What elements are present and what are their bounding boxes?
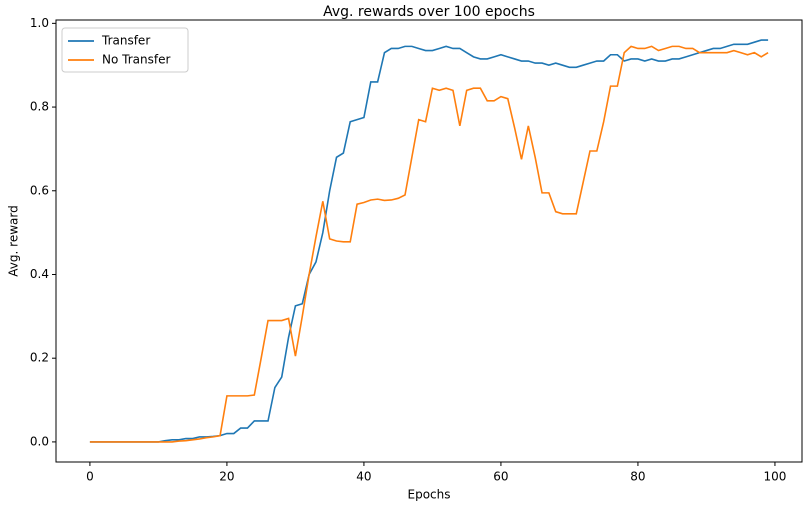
- x-tick-label: 100: [763, 470, 786, 484]
- y-tick-label: 0.0: [30, 434, 49, 448]
- legend-label: Transfer: [101, 34, 150, 48]
- x-tick-label: 60: [493, 470, 508, 484]
- x-tick-label: 20: [219, 470, 234, 484]
- y-tick-label: 0.2: [30, 351, 49, 365]
- x-axis-label: Epochs: [408, 488, 451, 502]
- plot-frame: [55, 19, 803, 463]
- y-tick-label: 0.8: [30, 100, 49, 114]
- y-axis-label: Avg. reward: [7, 205, 21, 276]
- x-tick-label: 0: [86, 470, 94, 484]
- legend-box: [61, 27, 189, 73]
- y-tick-label: 0.6: [30, 183, 49, 197]
- x-tick-label: 80: [630, 470, 645, 484]
- chart-title: Avg. rewards over 100 epochs: [323, 4, 535, 20]
- x-tick-label: 40: [356, 470, 371, 484]
- legend-label: No Transfer: [102, 53, 170, 67]
- y-tick-label: 0.4: [30, 267, 49, 281]
- y-tick-label: 1.0: [30, 16, 49, 30]
- series-line: [89, 45, 769, 443]
- series-line: [89, 39, 769, 443]
